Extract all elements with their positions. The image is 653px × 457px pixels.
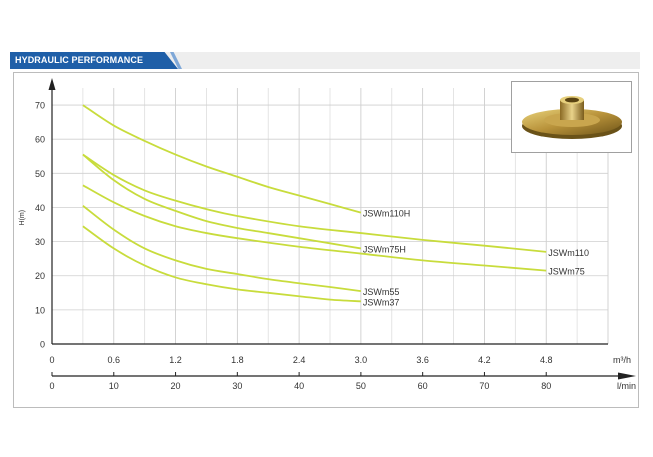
series-line-jswm75 [82, 184, 547, 272]
x-tick-label-m3h: 2.4 [293, 355, 306, 365]
series-line-jswm37 [82, 225, 361, 303]
x-tick-label-m3h: 0.6 [108, 355, 121, 365]
series-label-jswm75: JSWm75 [548, 267, 585, 277]
series-label-jswm75h: JSWm75H [363, 244, 406, 254]
y-tick-label: 30 [35, 237, 45, 247]
x-tick-label-m3h: 3.0 [355, 355, 368, 365]
x-unit-lmin: l/min [617, 381, 636, 391]
x-tick-label-m3h: 3.6 [416, 355, 429, 365]
y-tick-label: 20 [35, 271, 45, 281]
y-axis-label: H(m) [19, 210, 26, 226]
x-tick-label-m3h: 4.8 [540, 355, 553, 365]
series-line-jswm75h [82, 153, 362, 250]
x-tick-label-lmin: 10 [109, 381, 119, 391]
y-tick-label: 0 [40, 340, 45, 350]
y-tick-label: 40 [35, 203, 45, 213]
series-label-jswm110: JSWm110 [548, 248, 589, 258]
y-tick-label: 60 [35, 135, 45, 145]
x-tick-label-lmin: 0 [49, 381, 54, 391]
y-axis-arrow [48, 78, 56, 90]
series-line-jswm110 [82, 153, 547, 253]
x-tick-label-m3h: 1.2 [169, 355, 182, 365]
x-tick-label-m3h: 1.8 [231, 355, 244, 365]
impeller-image [511, 81, 632, 153]
series-label-jswm55: JSWm55 [363, 287, 400, 297]
x-tick-label-m3h: 0 [49, 355, 54, 365]
y-tick-label: 50 [35, 169, 45, 179]
chart-title: HYDRAULIC PERFORMANCE CURVES [10, 52, 178, 69]
x-tick-label-lmin: 80 [541, 381, 551, 391]
x-tick-label-lmin: 30 [232, 381, 242, 391]
chart-frame [13, 72, 639, 408]
x-tick-label-lmin: 20 [171, 381, 181, 391]
x-tick-label-m3h: 4.2 [478, 355, 491, 365]
x-tick-label-lmin: 70 [479, 381, 489, 391]
x-tick-label-lmin: 40 [294, 381, 304, 391]
y-tick-label: 70 [35, 101, 45, 111]
x-tick-label-lmin: 50 [356, 381, 366, 391]
impeller-illustration [522, 96, 622, 139]
series-label-jswm110h: JSWm110H [363, 209, 410, 219]
y-tick-label: 10 [35, 305, 45, 315]
x-axis-arrow [618, 372, 636, 380]
series-line-jswm110h [82, 104, 362, 214]
x-unit-m3h: m³/h [613, 355, 631, 365]
x-tick-label-lmin: 60 [418, 381, 428, 391]
series-label-jswm37: JSWm37 [363, 297, 400, 307]
series-line-jswm55 [82, 205, 362, 292]
